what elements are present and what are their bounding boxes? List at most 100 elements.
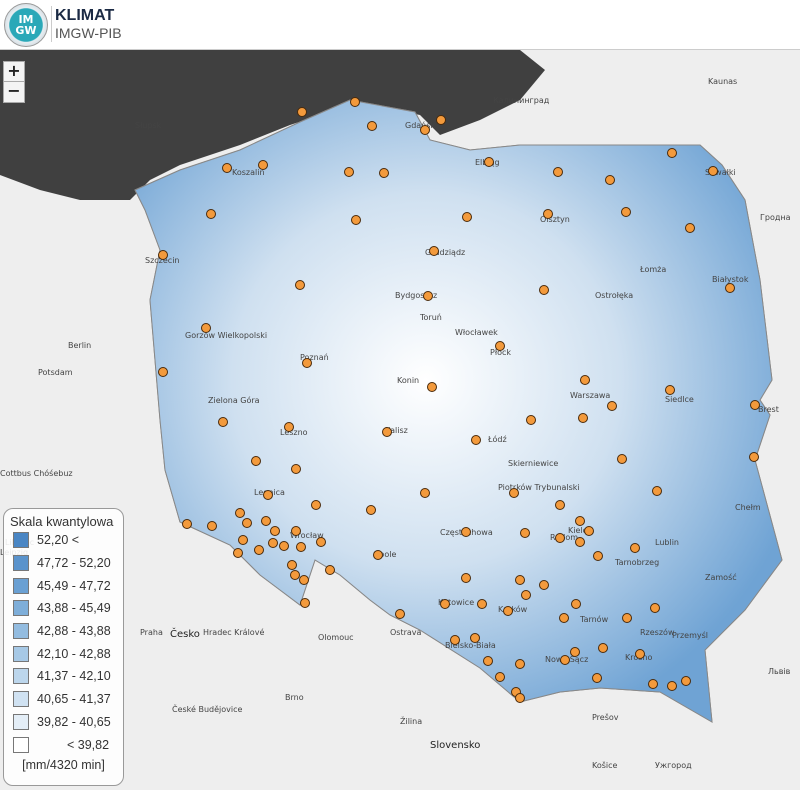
station-marker[interactable] <box>621 207 631 217</box>
station-marker[interactable] <box>366 505 376 515</box>
station-marker[interactable] <box>652 486 662 496</box>
station-marker[interactable] <box>462 212 472 222</box>
station-marker[interactable] <box>295 280 305 290</box>
station-marker[interactable] <box>560 655 570 665</box>
station-marker[interactable] <box>291 464 301 474</box>
station-marker[interactable] <box>607 401 617 411</box>
station-marker[interactable] <box>580 375 590 385</box>
station-marker[interactable] <box>440 599 450 609</box>
imgw-logo[interactable]: IM GW <box>4 3 48 47</box>
station-marker[interactable] <box>515 575 525 585</box>
station-marker[interactable] <box>484 157 494 167</box>
station-marker[interactable] <box>667 148 677 158</box>
station-marker[interactable] <box>555 500 565 510</box>
station-marker[interactable] <box>584 526 594 536</box>
station-marker[interactable] <box>351 215 361 225</box>
station-marker[interactable] <box>450 635 460 645</box>
station-marker[interactable] <box>571 599 581 609</box>
station-marker[interactable] <box>559 613 569 623</box>
station-marker[interactable] <box>461 573 471 583</box>
station-marker[interactable] <box>201 323 211 333</box>
station-marker[interactable] <box>206 209 216 219</box>
station-marker[interactable] <box>325 565 335 575</box>
station-marker[interactable] <box>436 115 446 125</box>
station-marker[interactable] <box>553 167 563 177</box>
station-marker[interactable] <box>539 580 549 590</box>
map-svg[interactable]: SłupskGdańskKoszalinКалининградElblągSuw… <box>0 50 800 790</box>
station-marker[interactable] <box>461 527 471 537</box>
station-marker[interactable] <box>750 400 760 410</box>
station-marker[interactable] <box>297 107 307 117</box>
station-marker[interactable] <box>300 598 310 608</box>
station-marker[interactable] <box>575 516 585 526</box>
station-marker[interactable] <box>555 533 565 543</box>
station-marker[interactable] <box>427 382 437 392</box>
station-marker[interactable] <box>302 358 312 368</box>
station-marker[interactable] <box>291 526 301 536</box>
station-marker[interactable] <box>708 166 718 176</box>
station-marker[interactable] <box>521 590 531 600</box>
station-marker[interactable] <box>420 488 430 498</box>
station-marker[interactable] <box>503 606 513 616</box>
station-marker[interactable] <box>270 526 280 536</box>
station-marker[interactable] <box>182 519 192 529</box>
station-marker[interactable] <box>238 535 248 545</box>
station-marker[interactable] <box>251 456 261 466</box>
station-marker[interactable] <box>650 603 660 613</box>
station-marker[interactable] <box>158 250 168 260</box>
station-marker[interactable] <box>218 417 228 427</box>
station-marker[interactable] <box>648 679 658 689</box>
station-marker[interactable] <box>515 659 525 669</box>
station-marker[interactable] <box>395 609 405 619</box>
station-marker[interactable] <box>495 341 505 351</box>
station-marker[interactable] <box>575 537 585 547</box>
station-marker[interactable] <box>367 121 377 131</box>
station-marker[interactable] <box>287 560 297 570</box>
station-marker[interactable] <box>605 175 615 185</box>
station-marker[interactable] <box>268 538 278 548</box>
station-marker[interactable] <box>570 647 580 657</box>
station-marker[interactable] <box>471 435 481 445</box>
station-marker[interactable] <box>630 543 640 553</box>
station-marker[interactable] <box>290 570 300 580</box>
station-marker[interactable] <box>242 518 252 528</box>
station-marker[interactable] <box>685 223 695 233</box>
station-marker[interactable] <box>382 427 392 437</box>
station-marker[interactable] <box>483 656 493 666</box>
station-marker[interactable] <box>350 97 360 107</box>
station-marker[interactable] <box>592 673 602 683</box>
station-marker[interactable] <box>495 672 505 682</box>
station-marker[interactable] <box>233 548 243 558</box>
station-marker[interactable] <box>598 643 608 653</box>
station-marker[interactable] <box>593 551 603 561</box>
station-marker[interactable] <box>477 599 487 609</box>
station-marker[interactable] <box>749 452 759 462</box>
station-marker[interactable] <box>158 367 168 377</box>
station-marker[interactable] <box>526 415 536 425</box>
station-marker[interactable] <box>379 168 389 178</box>
station-marker[interactable] <box>222 163 232 173</box>
station-marker[interactable] <box>311 500 321 510</box>
station-marker[interactable] <box>316 537 326 547</box>
station-marker[interactable] <box>515 693 525 703</box>
station-marker[interactable] <box>520 528 530 538</box>
station-marker[interactable] <box>279 541 289 551</box>
station-marker[interactable] <box>284 422 294 432</box>
station-marker[interactable] <box>344 167 354 177</box>
station-marker[interactable] <box>539 285 549 295</box>
station-marker[interactable] <box>235 508 245 518</box>
station-marker[interactable] <box>681 676 691 686</box>
zoom-in-button[interactable]: + <box>3 61 25 83</box>
station-marker[interactable] <box>617 454 627 464</box>
station-marker[interactable] <box>258 160 268 170</box>
map-canvas[interactable]: SłupskGdańskKoszalinКалининградElblągSuw… <box>0 50 800 790</box>
station-marker[interactable] <box>667 681 677 691</box>
station-marker[interactable] <box>423 291 433 301</box>
station-marker[interactable] <box>207 521 217 531</box>
station-marker[interactable] <box>263 490 273 500</box>
station-marker[interactable] <box>509 488 519 498</box>
station-marker[interactable] <box>622 613 632 623</box>
station-marker[interactable] <box>261 516 271 526</box>
station-marker[interactable] <box>470 633 480 643</box>
station-marker[interactable] <box>373 550 383 560</box>
